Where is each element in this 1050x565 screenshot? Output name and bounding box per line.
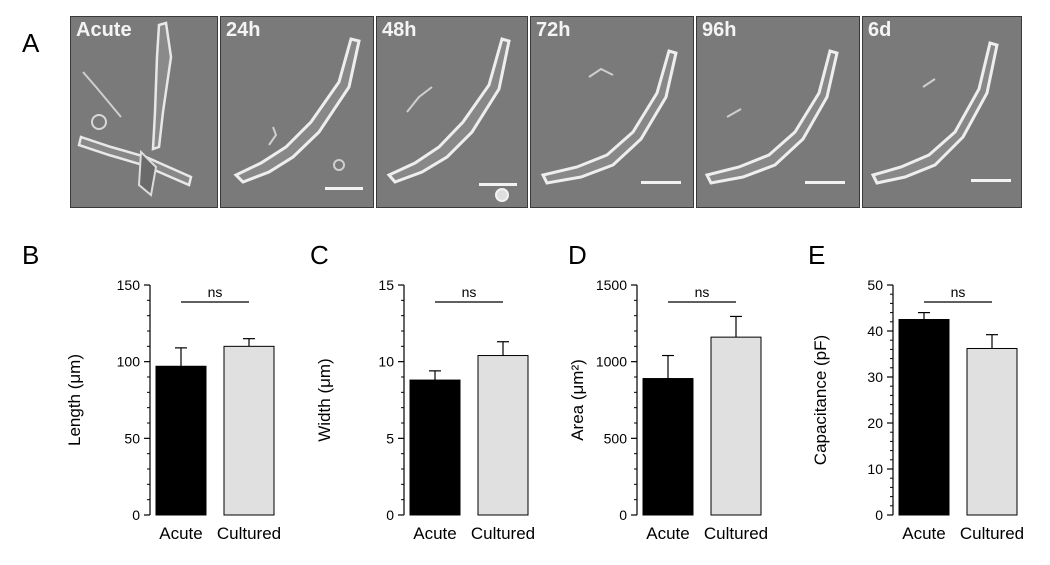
y-tick-label: 20	[867, 415, 883, 431]
y-tick-label: 40	[867, 323, 883, 339]
significance-label: ns	[695, 284, 710, 300]
micrograph-6d: 6d	[862, 16, 1022, 208]
y-axis-label: Length (μm)	[65, 354, 84, 446]
significance-label: ns	[208, 284, 223, 300]
y-tick-label: 1000	[596, 354, 627, 370]
y-tick-label: 150	[117, 277, 141, 293]
y-axis-label: Area (μm²)	[568, 359, 587, 441]
micrograph-label: 72h	[536, 19, 571, 41]
bar-chart-b: 0 50 100 150 Length (μm) Acute Cultured ns	[65, 277, 281, 543]
bar-cultured	[477, 355, 529, 516]
y-tick-label: 0	[386, 507, 394, 523]
bar-acute	[898, 319, 950, 516]
category-label: Acute	[413, 524, 456, 543]
category-label: Acute	[159, 524, 202, 543]
category-label: Acute	[646, 524, 689, 543]
cell-image	[77, 21, 193, 197]
micrograph-96h: 96h	[696, 16, 860, 208]
panel-label-b: B	[22, 240, 40, 270]
cell-image	[870, 41, 999, 185]
micrograph-label: 48h	[382, 19, 417, 41]
y-tick-label: 10	[867, 461, 883, 477]
scale-bar	[971, 179, 1011, 182]
bar-acute	[642, 378, 694, 516]
bar-acute	[409, 379, 461, 516]
y-tick-label: 1500	[596, 277, 627, 293]
micrograph-48h: 48h	[376, 16, 528, 208]
micrograph-24h: 24h	[220, 16, 374, 208]
y-tick-label: 15	[378, 277, 394, 293]
bar-cultured	[966, 347, 1018, 516]
significance-label: ns	[462, 284, 477, 300]
scale-bar	[325, 187, 363, 190]
category-label: Cultured	[704, 524, 768, 543]
panel-label-c: C	[310, 240, 329, 270]
bar-chart-c: 0 5 10 15 Width (μm) Acute Cultured ns	[315, 277, 535, 543]
micrograph-label: 96h	[702, 19, 737, 41]
y-tick-label: 0	[875, 507, 883, 523]
y-tick-label: 500	[604, 430, 628, 446]
bar-cultured	[223, 345, 275, 516]
y-tick-label: 0	[132, 507, 140, 523]
cell-image	[386, 37, 511, 202]
y-axis-label: Width (μm)	[315, 358, 334, 441]
scale-bar	[805, 181, 845, 184]
scale-bar	[479, 183, 517, 186]
y-tick-label: 5	[386, 430, 394, 446]
y-tick-label: 100	[117, 354, 141, 370]
bar-acute	[155, 365, 207, 516]
bar-cultured	[710, 336, 762, 516]
bar-chart-e: 0 10 20 30 40 50 Capacitance (pF) Acute Cultured…	[811, 277, 1024, 543]
y-tick-label: 30	[867, 369, 883, 385]
panel-label-e: E	[808, 240, 826, 270]
y-tick-label: 0	[619, 507, 627, 523]
y-tick-label: 50	[124, 430, 140, 446]
cell-image	[540, 49, 678, 185]
y-axis-label: Capacitance (pF)	[811, 335, 830, 465]
y-tick-label: 50	[867, 277, 883, 293]
category-label: Cultured	[471, 524, 535, 543]
panel-label-a: A	[22, 28, 40, 58]
micrograph-label: 6d	[868, 19, 892, 41]
category-label: Cultured	[217, 524, 281, 543]
micrograph-72h: 72h	[530, 16, 694, 208]
y-tick-label: 10	[378, 354, 394, 370]
significance-label: ns	[951, 284, 966, 300]
micrograph-acute: Acute	[70, 16, 218, 208]
bar-chart-d: 0 500 1000 1500 Area (μm²) Acute Cultured ns	[568, 277, 768, 543]
category-label: Acute	[902, 524, 945, 543]
category-label: Cultured	[960, 524, 1024, 543]
micrograph-label: 24h	[226, 19, 261, 41]
cell-image	[704, 49, 839, 185]
cell-image	[233, 37, 361, 184]
scale-bar	[641, 181, 681, 184]
micrograph-label: Acute	[76, 19, 132, 41]
panel-label-d: D	[568, 240, 587, 270]
